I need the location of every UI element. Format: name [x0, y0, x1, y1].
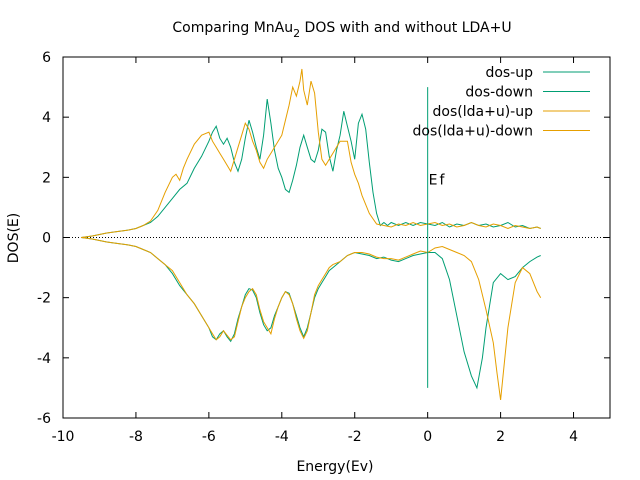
y-axis-label: DOS(E): [6, 213, 22, 263]
x-tick-label: -8: [129, 429, 143, 445]
x-tick-label: -10: [52, 429, 75, 445]
chart-title: Comparing MnAu2 DOS with and without LDA…: [172, 20, 511, 40]
y-tick-label: 6: [42, 50, 51, 66]
y-tick-label: 0: [42, 231, 51, 247]
legend-label: dos-down: [465, 85, 533, 101]
series-line-dos-lda-u-up: [81, 68, 541, 238]
legend-label: dos(lda+u)-up: [433, 104, 534, 120]
x-tick-label: 2: [496, 429, 505, 445]
y-tick-label: -2: [37, 291, 51, 307]
title-subscript: 2: [293, 27, 300, 40]
series-line-dos-lda-u-down: [81, 237, 542, 400]
x-tick-label: -2: [348, 429, 362, 445]
title-main: Comparing MnAu: [172, 20, 293, 36]
x-tick-label: 0: [423, 429, 432, 445]
x-tick-label: -4: [275, 429, 289, 445]
y-tick-label: 2: [42, 170, 51, 186]
legend: dos-up dos-down dos(lda+u)-up dos(lda+u)-do…: [413, 65, 590, 140]
legend-label: dos(lda+u)-down: [413, 124, 533, 140]
axes: -10 -8 -6 -4 -2 0 2 4 -6 -4 -2 0 2 4 6: [37, 50, 611, 445]
legend-label: dos-up: [485, 65, 533, 81]
x-tick-label: -6: [202, 429, 216, 445]
fermi-level-label: Ef: [429, 172, 447, 188]
series-lines: Ef: [81, 68, 542, 400]
title-rest: DOS with and without LDA+U: [300, 20, 512, 36]
x-tick-label: 4: [569, 429, 578, 445]
y-tick-label: -4: [37, 351, 51, 367]
y-tick-label: 4: [42, 110, 51, 126]
y-tick-label: -6: [37, 411, 51, 427]
x-axis-label: Energy(Ev): [296, 459, 373, 475]
